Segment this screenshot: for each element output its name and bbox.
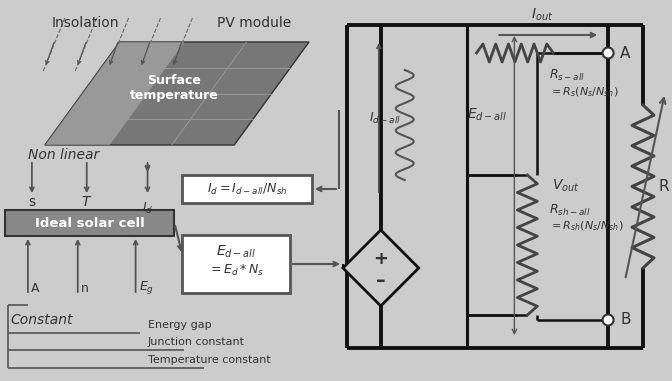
Text: $I_{out}$: $I_{out}$	[531, 7, 554, 23]
Circle shape	[603, 48, 614, 59]
FancyBboxPatch shape	[5, 210, 175, 236]
Text: Non linear: Non linear	[28, 148, 99, 162]
Text: $R_{sh-all}$: $R_{sh-all}$	[549, 202, 591, 218]
Text: A: A	[31, 282, 40, 295]
Text: $I_d$: $I_d$	[142, 200, 153, 216]
Text: s: s	[28, 195, 36, 209]
Text: A: A	[620, 45, 630, 61]
Text: $=R_{sh}(N_s/N_{sh})$: $=R_{sh}(N_s/N_{sh})$	[549, 219, 624, 233]
Text: $=R_s(N_s/N_{sh})$: $=R_s(N_s/N_{sh})$	[549, 85, 619, 99]
Text: PV module: PV module	[217, 16, 292, 30]
Text: $E_{d-all}$: $E_{d-all}$	[468, 107, 507, 123]
FancyBboxPatch shape	[182, 235, 290, 293]
Text: $E_{d-all}$: $E_{d-all}$	[216, 244, 256, 260]
Text: B: B	[620, 312, 630, 328]
Polygon shape	[45, 42, 184, 145]
Circle shape	[603, 314, 614, 325]
Text: $T$: $T$	[81, 195, 93, 209]
Text: Energy gap: Energy gap	[148, 320, 211, 330]
Text: n: n	[81, 282, 89, 295]
Text: Insolation: Insolation	[52, 16, 120, 30]
FancyBboxPatch shape	[182, 175, 312, 203]
Text: Temperature constant: Temperature constant	[148, 355, 270, 365]
Text: Surface
temperature: Surface temperature	[130, 74, 219, 102]
Text: Ideal solar cell: Ideal solar cell	[35, 216, 144, 229]
Text: R: R	[659, 179, 669, 194]
Text: $=E_d*N_s$: $=E_d*N_s$	[208, 263, 264, 277]
Text: –: –	[376, 271, 386, 290]
Text: $I_d=I_{d-all}/N_{sh}$: $I_d=I_{d-all}/N_{sh}$	[207, 181, 288, 197]
Text: $E_g$: $E_g$	[138, 280, 154, 296]
Text: Constant: Constant	[10, 313, 73, 327]
Text: +: +	[374, 250, 388, 268]
Text: $V_{out}$: $V_{out}$	[552, 178, 580, 194]
Text: $R_{s-all}$: $R_{s-all}$	[549, 67, 585, 83]
Polygon shape	[343, 230, 419, 306]
Polygon shape	[45, 42, 309, 145]
Text: Junction constant: Junction constant	[148, 337, 245, 347]
Text: $I_{d-all}$: $I_{d-all}$	[369, 110, 401, 126]
